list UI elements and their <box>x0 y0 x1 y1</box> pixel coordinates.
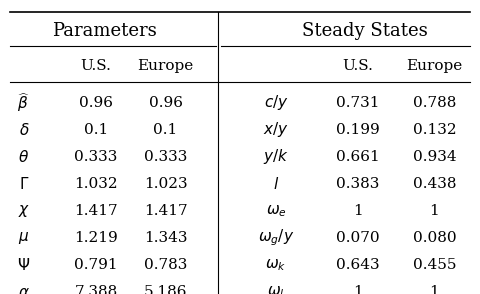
Text: $\omega_g/y$: $\omega_g/y$ <box>258 228 294 248</box>
Text: 1: 1 <box>430 285 439 294</box>
Text: 1: 1 <box>353 285 362 294</box>
Text: 0.1: 0.1 <box>154 123 178 137</box>
Text: 0.383: 0.383 <box>336 177 379 191</box>
Text: $l$: $l$ <box>273 176 279 192</box>
Text: 0.080: 0.080 <box>413 231 456 245</box>
Text: Parameters: Parameters <box>52 22 157 40</box>
Text: 7.388: 7.388 <box>74 285 118 294</box>
Text: 1: 1 <box>430 204 439 218</box>
Text: $\mu$: $\mu$ <box>18 230 30 246</box>
Text: $\delta$: $\delta$ <box>19 122 29 138</box>
Text: 1: 1 <box>353 204 362 218</box>
Text: 0.438: 0.438 <box>413 177 456 191</box>
Text: 0.132: 0.132 <box>413 123 456 137</box>
Text: 0.333: 0.333 <box>144 150 187 164</box>
Text: Steady States: Steady States <box>302 22 428 40</box>
Text: 0.783: 0.783 <box>144 258 187 272</box>
Text: 1.023: 1.023 <box>144 177 187 191</box>
Text: 0.1: 0.1 <box>84 123 108 137</box>
Text: 1.032: 1.032 <box>74 177 118 191</box>
Text: 0.96: 0.96 <box>149 96 182 110</box>
Text: U.S.: U.S. <box>81 59 111 73</box>
Text: 1.219: 1.219 <box>74 231 118 245</box>
Text: $\widehat{\beta}$: $\widehat{\beta}$ <box>17 91 31 114</box>
Text: 0.455: 0.455 <box>413 258 456 272</box>
Text: $\alpha$: $\alpha$ <box>18 285 30 294</box>
Text: $\Psi$: $\Psi$ <box>17 257 31 273</box>
Text: $\omega_k$: $\omega_k$ <box>265 257 287 273</box>
Text: 1.417: 1.417 <box>74 204 118 218</box>
Text: 5.186: 5.186 <box>144 285 187 294</box>
Text: 0.791: 0.791 <box>74 258 118 272</box>
Text: $\omega_e$: $\omega_e$ <box>265 203 287 219</box>
Text: 0.199: 0.199 <box>336 123 380 137</box>
Text: 0.643: 0.643 <box>336 258 379 272</box>
Text: 1.417: 1.417 <box>144 204 187 218</box>
Text: $\omega_l$: $\omega_l$ <box>267 284 285 294</box>
Text: 0.96: 0.96 <box>79 96 113 110</box>
Text: 0.333: 0.333 <box>74 150 118 164</box>
Text: Europe: Europe <box>406 59 463 73</box>
Text: Europe: Europe <box>137 59 194 73</box>
Text: U.S.: U.S. <box>342 59 373 73</box>
Text: $y/k$: $y/k$ <box>263 148 289 166</box>
Text: 0.934: 0.934 <box>413 150 456 164</box>
Text: $\chi$: $\chi$ <box>18 203 30 219</box>
Text: 1.343: 1.343 <box>144 231 187 245</box>
Text: $c/y$: $c/y$ <box>264 93 288 112</box>
Text: $\theta$: $\theta$ <box>18 149 30 165</box>
Text: $x/y$: $x/y$ <box>263 121 289 139</box>
Text: 0.788: 0.788 <box>413 96 456 110</box>
Text: $\Gamma$: $\Gamma$ <box>19 176 29 192</box>
Text: 0.661: 0.661 <box>336 150 380 164</box>
Text: 0.070: 0.070 <box>336 231 379 245</box>
Text: 0.731: 0.731 <box>336 96 379 110</box>
